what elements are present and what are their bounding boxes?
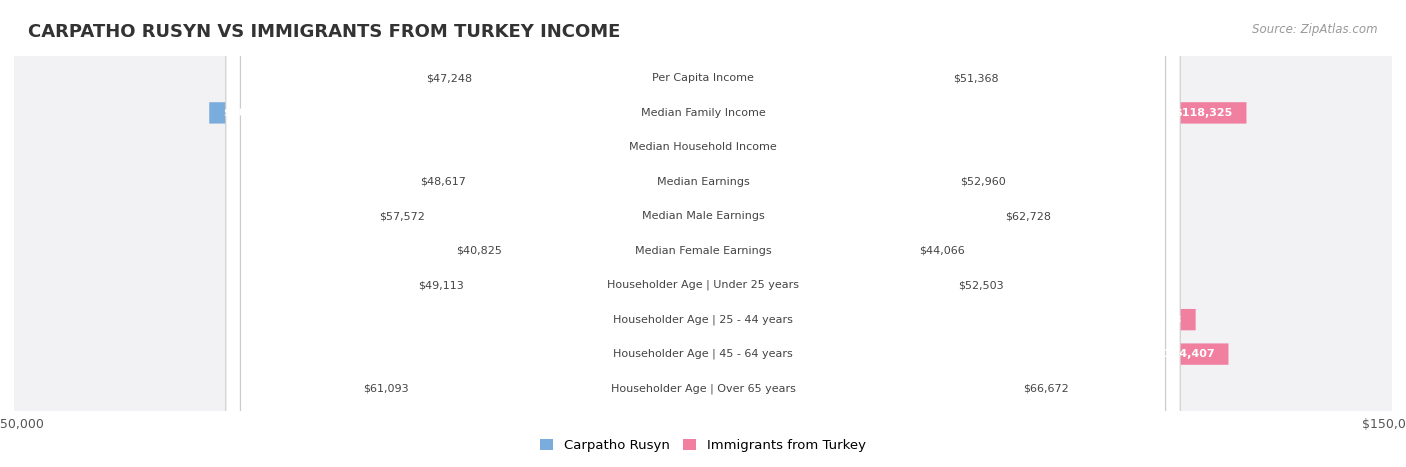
Text: $52,960: $52,960 [960,177,1005,187]
Text: $66,672: $66,672 [1024,383,1069,394]
Text: Median Family Income: Median Family Income [641,108,765,118]
FancyBboxPatch shape [475,0,931,467]
FancyBboxPatch shape [4,0,1402,467]
FancyBboxPatch shape [703,309,1195,330]
Legend: Carpatho Rusyn, Immigrants from Turkey: Carpatho Rusyn, Immigrants from Turkey [534,434,872,458]
Text: Median Female Earnings: Median Female Earnings [634,246,772,256]
Text: $44,066: $44,066 [920,246,965,256]
Text: $57,572: $57,572 [380,211,425,221]
FancyBboxPatch shape [439,205,703,227]
FancyBboxPatch shape [478,275,703,296]
FancyBboxPatch shape [703,102,1247,124]
Text: CARPATHO RUSYN VS IMMIGRANTS FROM TURKEY INCOME: CARPATHO RUSYN VS IMMIGRANTS FROM TURKEY… [28,23,620,42]
Text: $99,449: $99,449 [260,315,311,325]
Text: $96,964: $96,964 [1083,142,1135,152]
FancyBboxPatch shape [703,68,939,89]
Text: Median Earnings: Median Earnings [657,177,749,187]
FancyBboxPatch shape [305,137,703,158]
FancyBboxPatch shape [240,0,1166,467]
FancyBboxPatch shape [209,102,703,124]
Text: $107,258: $107,258 [1123,315,1182,325]
FancyBboxPatch shape [4,0,1402,467]
FancyBboxPatch shape [703,137,1149,158]
Text: $52,503: $52,503 [957,280,1004,290]
FancyBboxPatch shape [703,378,1010,399]
FancyBboxPatch shape [4,0,1402,467]
Text: $107,502: $107,502 [224,108,281,118]
FancyBboxPatch shape [703,205,991,227]
FancyBboxPatch shape [226,0,1180,467]
FancyBboxPatch shape [446,0,960,467]
Text: $47,248: $47,248 [426,73,472,84]
Text: $61,093: $61,093 [363,383,409,394]
Text: $40,825: $40,825 [456,246,502,256]
Text: $118,325: $118,325 [1174,108,1233,118]
Text: Source: ZipAtlas.com: Source: ZipAtlas.com [1253,23,1378,36]
FancyBboxPatch shape [703,171,946,192]
Text: $48,617: $48,617 [420,177,465,187]
FancyBboxPatch shape [231,343,703,365]
Text: Householder Age | Over 65 years: Householder Age | Over 65 years [610,383,796,394]
Text: $102,777: $102,777 [245,349,304,359]
Text: $49,113: $49,113 [418,280,464,290]
FancyBboxPatch shape [246,309,703,330]
FancyBboxPatch shape [402,0,1004,467]
Text: Householder Age | Under 25 years: Householder Age | Under 25 years [607,280,799,290]
FancyBboxPatch shape [4,0,1402,467]
FancyBboxPatch shape [4,0,1402,467]
Text: Median Male Earnings: Median Male Earnings [641,211,765,221]
FancyBboxPatch shape [240,0,1166,467]
FancyBboxPatch shape [516,240,703,262]
Text: Median Household Income: Median Household Income [628,142,778,152]
FancyBboxPatch shape [703,240,905,262]
Text: $62,728: $62,728 [1005,211,1050,221]
Text: Per Capita Income: Per Capita Income [652,73,754,84]
FancyBboxPatch shape [359,0,1047,467]
FancyBboxPatch shape [402,0,1004,467]
FancyBboxPatch shape [4,0,1402,467]
FancyBboxPatch shape [240,0,1166,467]
FancyBboxPatch shape [486,68,703,89]
FancyBboxPatch shape [479,171,703,192]
FancyBboxPatch shape [4,0,1402,467]
Text: Householder Age | 45 - 64 years: Householder Age | 45 - 64 years [613,349,793,359]
Text: $114,407: $114,407 [1156,349,1215,359]
FancyBboxPatch shape [4,0,1402,467]
FancyBboxPatch shape [703,343,1229,365]
Text: Householder Age | 25 - 44 years: Householder Age | 25 - 44 years [613,314,793,325]
FancyBboxPatch shape [703,275,945,296]
FancyBboxPatch shape [373,0,1033,467]
FancyBboxPatch shape [422,378,703,399]
FancyBboxPatch shape [4,0,1402,467]
Text: $51,368: $51,368 [953,73,998,84]
FancyBboxPatch shape [4,0,1402,467]
Text: $86,635: $86,635 [319,142,370,152]
